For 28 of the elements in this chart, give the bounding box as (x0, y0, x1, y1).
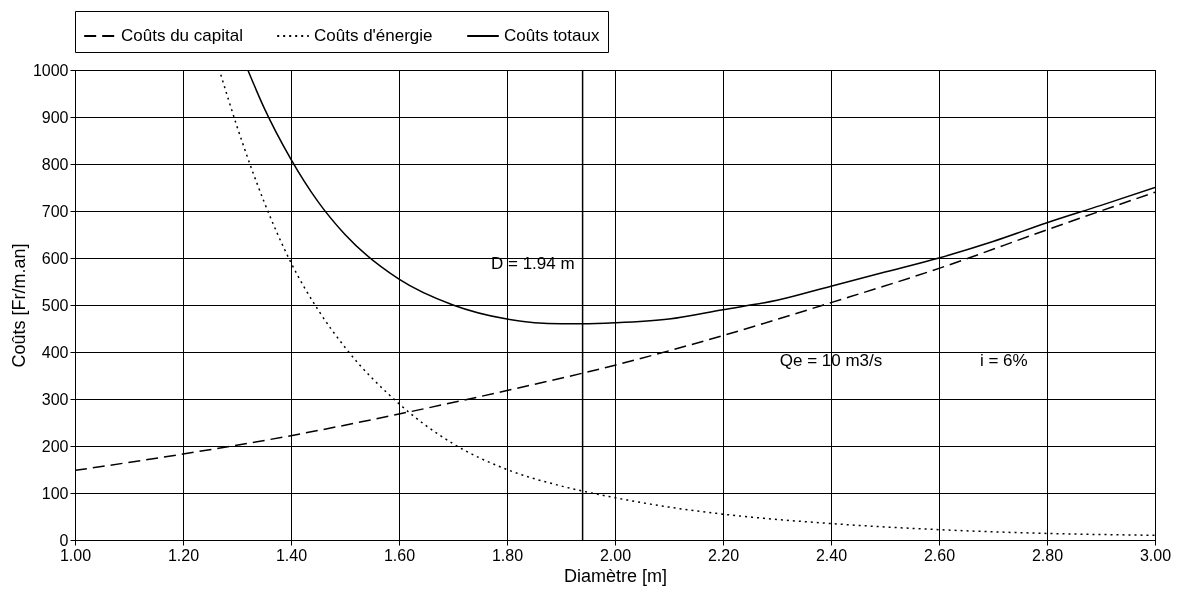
y-axis-title: Coûts [Fr/m.an] (8, 243, 29, 368)
y-tick-label: 300 (41, 390, 69, 408)
x-tick-label: 1.20 (167, 546, 200, 564)
x-tick-label: 1.60 (383, 546, 416, 564)
y-tick-label: 800 (41, 155, 69, 173)
y-tick-label: 700 (41, 202, 69, 220)
x-tick-label: 1.00 (59, 546, 92, 564)
x-tick-label: 3.00 (1139, 546, 1172, 564)
x-tick-label: 2.40 (815, 546, 848, 564)
y-tick-label: 500 (41, 296, 69, 314)
x-tick-label: 1.40 (275, 546, 308, 564)
legend-label: Coûts du capital (121, 26, 243, 45)
y-tick-label: 400 (41, 343, 69, 361)
y-tick-label: 900 (41, 108, 69, 126)
x-axis-title: Diamètre [m] (563, 565, 668, 586)
annotation: i = 6% (979, 351, 1028, 371)
y-tick-label: 200 (41, 437, 69, 455)
legend-label: Coûts d'énergie (314, 26, 433, 45)
x-tick-label: 2.80 (1031, 546, 1064, 564)
legend-label: Coûts totaux (504, 26, 600, 45)
x-tick-label: 1.80 (491, 546, 524, 564)
y-tick-label: 0 (59, 531, 69, 549)
x-tick-label: 2.00 (599, 546, 632, 564)
y-tick-label: 1000 (32, 61, 69, 79)
x-tick-label: 2.20 (707, 546, 740, 564)
y-tick-label: 100 (41, 484, 69, 502)
y-tick-label: 600 (41, 249, 69, 267)
x-tick-label: 2.60 (923, 546, 956, 564)
